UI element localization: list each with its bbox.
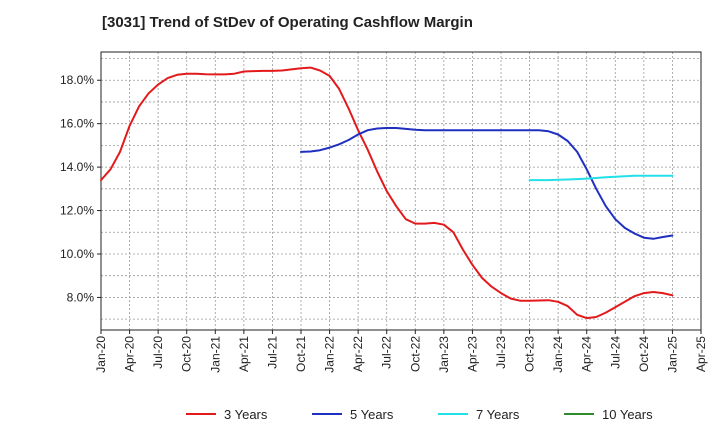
series-line-7-years	[528, 174, 674, 182]
x-tick-label: Jan-25	[665, 336, 679, 373]
x-tick-label: Jan-23	[437, 336, 451, 373]
y-axis-ticks: 8.0% 10.0% 12.0% 14.0% 16.0% 18.0%	[60, 73, 101, 304]
chart-title: [3031] Trend of StDev of Operating Cashf…	[102, 14, 473, 31]
x-tick-label: Jul-23	[494, 336, 508, 369]
series-line-3-years	[100, 66, 674, 320]
y-tick-label: 10.0%	[60, 247, 94, 261]
x-tick-label: Jan-21	[208, 336, 222, 373]
x-tick-label: Oct-24	[637, 336, 651, 372]
series-lines	[100, 66, 674, 320]
x-tick-label: Jan-22	[323, 336, 337, 373]
x-tick-label: Apr-25	[694, 336, 708, 372]
x-tick-label: Apr-22	[351, 336, 365, 372]
series-line-5-years	[300, 127, 674, 240]
legend-label: 5 Years	[350, 407, 394, 422]
x-tick-label: Jan-24	[551, 336, 565, 373]
y-tick-label: 16.0%	[60, 117, 94, 131]
y-tick-label: 8.0%	[67, 290, 95, 304]
x-tick-label: Oct-21	[294, 336, 308, 372]
x-tick-label: Oct-20	[180, 336, 194, 372]
y-tick-label: 12.0%	[60, 204, 94, 218]
legend-label: 3 Years	[224, 407, 268, 422]
x-tick-label: Jul-22	[380, 336, 394, 369]
plot-area-frame	[100, 51, 702, 331]
y-tick-label: 18.0%	[60, 73, 94, 87]
legend-label: 10 Years	[602, 407, 653, 422]
y-tick-label: 14.0%	[60, 160, 94, 174]
x-tick-label: Jan-20	[94, 336, 108, 373]
x-tick-label: Oct-22	[408, 336, 422, 372]
x-tick-label: Apr-23	[465, 336, 479, 372]
x-tick-label: Jul-21	[265, 336, 279, 369]
x-axis-ticks: Jan-20 Apr-20 Jul-20 Oct-20 Jan-21 Apr-21 Jul-…	[94, 330, 708, 373]
x-tick-label: Apr-24	[580, 336, 594, 372]
legend-label: 7 Years	[476, 407, 520, 422]
x-tick-label: Jul-24	[608, 336, 622, 369]
grid	[101, 52, 701, 330]
x-tick-label: Apr-20	[123, 336, 137, 372]
x-tick-label: Apr-21	[237, 336, 251, 372]
legend: 3 Years 5 Years 7 Years 10 Years	[186, 407, 653, 422]
x-tick-label: Jul-20	[151, 336, 165, 369]
x-tick-label: Oct-23	[523, 336, 537, 372]
